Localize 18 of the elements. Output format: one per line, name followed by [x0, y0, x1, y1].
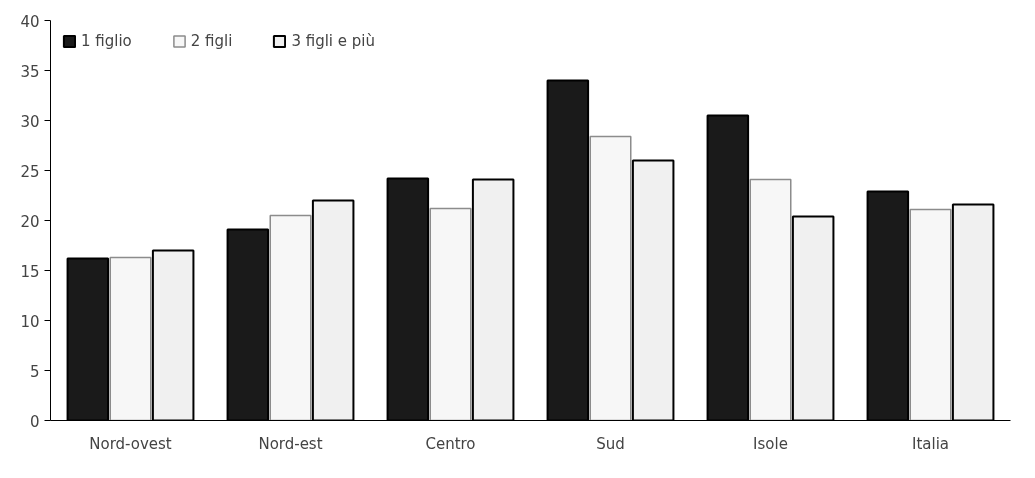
y-tick-label: 0 [29, 412, 40, 431]
x-tick-label: Nord-ovest [89, 434, 172, 453]
y-tick-label: 40 [20, 12, 40, 31]
x-tick-label: Nord-est [258, 434, 323, 453]
x-tick-label: Isole [753, 434, 788, 453]
y-tick-label: 35 [20, 62, 40, 81]
y-tick-label: 10 [20, 312, 40, 331]
legend-label: 1 figlio [81, 32, 132, 50]
x-tick-label: Centro [425, 434, 476, 453]
y-tick-label: 20 [20, 212, 40, 231]
y-tick-label: 15 [20, 262, 40, 281]
legend-label: 3 figli e più [291, 32, 375, 50]
y-tick-label: 5 [29, 362, 40, 381]
y-tick-label: 30 [20, 112, 40, 131]
y-tick-label: 25 [20, 162, 40, 181]
legend-label: 2 figli [190, 32, 233, 50]
x-tick-label: Sud [596, 434, 625, 453]
x-tick-label: Italia [911, 434, 950, 453]
